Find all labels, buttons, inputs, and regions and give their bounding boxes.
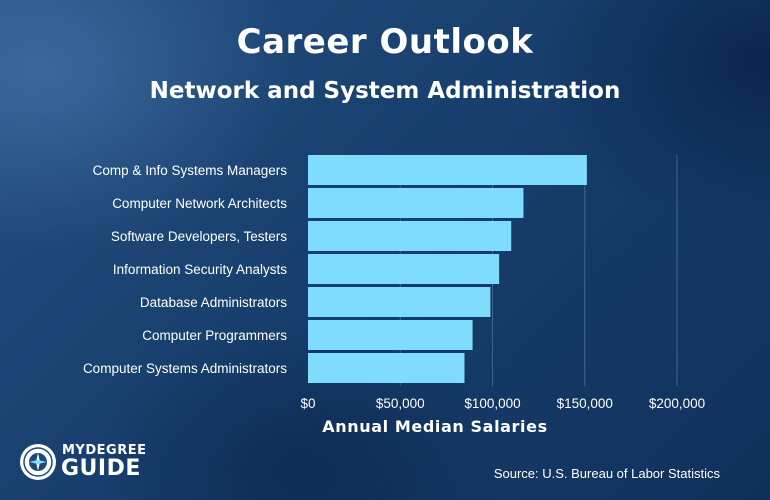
category-label: Computer Systems Administrators (83, 361, 287, 376)
category-label: Comp & Info Systems Managers (93, 163, 288, 178)
x-tick-label: $0 (300, 396, 315, 411)
source-note: Source: U.S. Bureau of Labor Statistics (493, 466, 720, 481)
compass-seal-icon (20, 444, 56, 480)
bar (308, 221, 512, 251)
bar (308, 254, 500, 284)
bar (308, 320, 473, 350)
category-label: Software Developers, Testers (111, 229, 287, 244)
logo-text-top: MYDEGREE (62, 443, 147, 458)
x-axis-label: Annual Median Salaries (322, 417, 548, 436)
bar (308, 287, 491, 317)
x-tick-label: $150,000 (557, 396, 613, 411)
category-label: Information Security Analysts (113, 262, 287, 277)
category-label: Database Administrators (140, 295, 287, 310)
category-label: Computer Network Architects (112, 196, 287, 211)
bar (308, 353, 465, 383)
x-tick-label: $50,000 (376, 396, 425, 411)
category-label: Computer Programmers (142, 328, 287, 343)
bar (308, 188, 524, 218)
bar (308, 155, 587, 185)
chart-subtitle: Network and System Administration (149, 78, 621, 104)
mydegreeguide-logo: MYDEGREE GUIDE (18, 440, 158, 484)
logo-text-bottom: GUIDE (61, 456, 141, 481)
chart-title: Career Outlook (236, 22, 534, 62)
x-tick-label: $100,000 (464, 396, 520, 411)
x-tick-label: $200,000 (649, 396, 705, 411)
